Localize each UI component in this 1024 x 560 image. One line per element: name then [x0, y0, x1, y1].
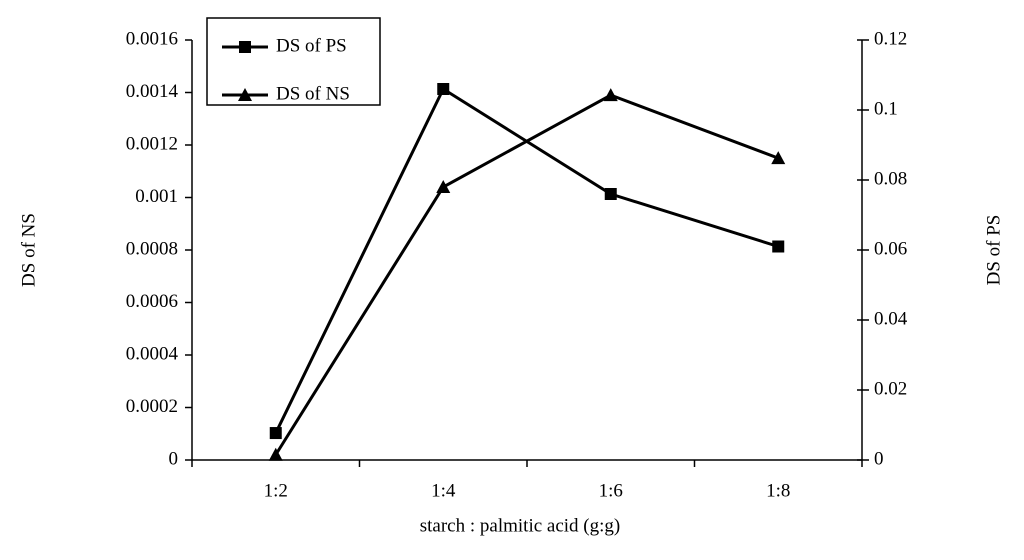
y-axis-label: DS of NS — [18, 213, 39, 287]
y-tick-label: 0.0012 — [126, 133, 178, 154]
legend-label: DS of PS — [276, 35, 347, 56]
data-point — [268, 447, 283, 461]
legend-box — [206, 17, 381, 106]
legend-label: DS of NS — [276, 83, 350, 104]
y-tick-label: 0.0004 — [126, 343, 179, 364]
y2-axis-label: DS of PS — [983, 215, 1004, 286]
y2-tick-label: 0 — [874, 448, 884, 469]
series-line — [274, 93, 779, 456]
data-point — [772, 240, 785, 253]
y2-tick-label: 0.06 — [874, 238, 907, 259]
y-tick-label: 0.0006 — [126, 291, 178, 312]
data-point — [437, 83, 450, 95]
x-tick-label: 1:2 — [264, 480, 288, 501]
data-point — [604, 188, 617, 200]
x-tick-label: 1:4 — [431, 480, 456, 501]
data-point — [436, 180, 451, 193]
y2-tick-label: 0.08 — [874, 168, 907, 189]
y2-tick-label: 0.04 — [874, 308, 908, 329]
y-tick-label: 0.0014 — [126, 81, 179, 102]
data-point — [771, 151, 786, 165]
legend-marker — [239, 41, 251, 53]
y-tick-label: 0.0016 — [126, 28, 178, 49]
y-tick-label: 0.0008 — [126, 238, 178, 259]
y2-tick-label: 0.02 — [874, 378, 907, 399]
x-tick-label: 1:8 — [766, 480, 790, 501]
x-axis-label: starch : palmitic acid (g:g) — [420, 515, 620, 536]
legend-marker — [238, 88, 252, 101]
y2-tick-label: 0.12 — [874, 28, 907, 49]
data-point — [269, 427, 282, 440]
y-tick-label: 0.0002 — [126, 396, 178, 417]
y-tick-label: 0 — [169, 448, 179, 469]
y-tick-label: 0.001 — [135, 186, 178, 207]
data-point — [603, 88, 618, 102]
y2-tick-label: 0.1 — [874, 98, 898, 119]
x-tick-label: 1:6 — [599, 480, 623, 501]
